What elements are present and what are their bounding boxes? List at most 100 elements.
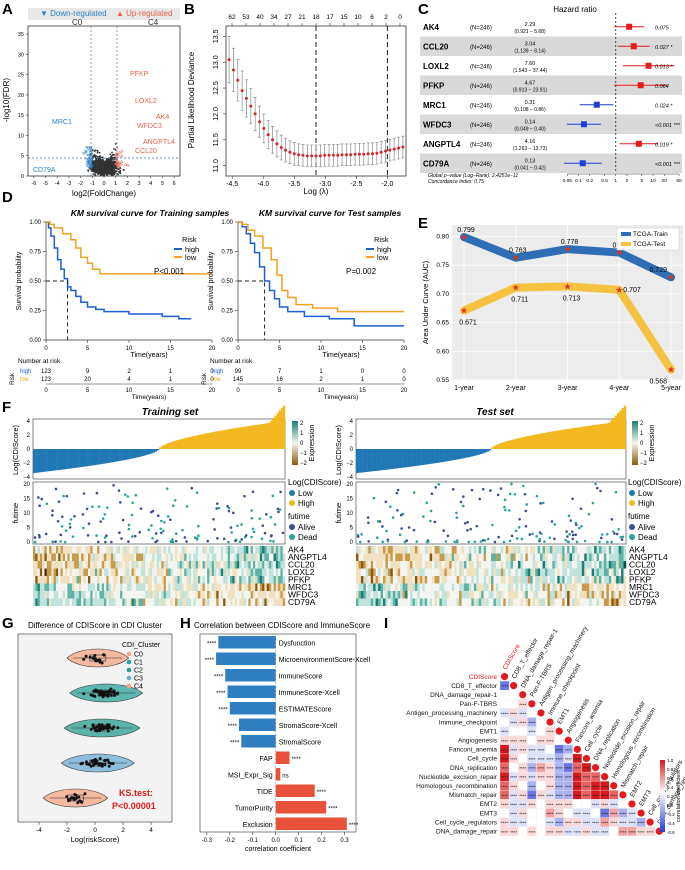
f-heat-cell [567, 598, 570, 606]
f-heat-cell [90, 546, 93, 554]
forest-pvalue: 0.027 * [655, 45, 673, 51]
f-heat-cell [138, 583, 141, 591]
f-heat-cell [218, 561, 222, 569]
f-score-bar [542, 432, 546, 449]
volcano-point [102, 159, 105, 162]
f-heat-cell [71, 591, 75, 599]
f-heat-cell [117, 568, 121, 576]
f-heat-cell [395, 553, 398, 561]
corr-matrix-diagonal [628, 800, 636, 808]
f-futime-point [105, 534, 108, 538]
volcano-xtick-label: -5 [43, 181, 48, 187]
f-futime-point [60, 515, 64, 519]
f-heat-cell [540, 561, 543, 569]
violin-point [67, 798, 71, 802]
f-heat-cell [373, 583, 376, 591]
f-heat-cell [246, 598, 249, 606]
f-heat-cell [177, 553, 180, 561]
f-futime-point [269, 515, 273, 519]
f-heat-cell [532, 576, 536, 584]
f-heat-cell [76, 546, 80, 554]
f-heat-cell [530, 568, 533, 576]
f-futime-point [95, 491, 99, 495]
f-heat-cell [498, 546, 502, 554]
corr-matrix-col-label: EMT2 [629, 780, 644, 799]
f-heat-cell [444, 561, 448, 569]
f-heat-cell [454, 561, 457, 569]
f-heat-cell [58, 576, 61, 584]
f-heat-cell [574, 591, 578, 599]
f-heat-cell [417, 583, 421, 591]
f-heat-cell [559, 591, 563, 599]
f-heat-cell [154, 583, 157, 591]
f-heat-cell [358, 598, 362, 606]
f-heat-cell [363, 546, 367, 554]
f-heat-cell [535, 561, 538, 569]
auc-xtick-label: 3-year [558, 385, 579, 392]
f-futime-point [455, 540, 459, 544]
f-heat-cell [554, 576, 558, 584]
f-heat-cell [232, 583, 235, 591]
f-heat-cell [76, 553, 80, 561]
km-curve-low [46, 221, 212, 275]
f-futime-ytick: 0 [350, 540, 354, 546]
corr-xtick-label: 0.2 [317, 838, 326, 844]
f-heat-cell [468, 598, 472, 606]
f-heat-cell [186, 561, 189, 569]
f-heat-cell [241, 591, 244, 599]
f-heat-gene-label: CD79A [288, 597, 316, 607]
f-heat-cell [239, 591, 242, 599]
f-heat-cell [422, 568, 425, 576]
f-heat-cell [594, 583, 597, 591]
corr-matrix-cell [545, 744, 555, 755]
f-heat-cell [197, 576, 201, 584]
f-futime-ytick: 20 [346, 482, 353, 488]
f-heat-cell [264, 598, 267, 606]
km-nrisk-title: Number at risk [18, 358, 61, 365]
f-futime-point [398, 533, 402, 537]
f-heat-cell [42, 583, 45, 591]
corr-matrix-row-label: DNA_damage_repair-1 [430, 692, 497, 699]
violin-point [89, 727, 93, 731]
corr-matrix-row-label: CD8_T_effector [451, 683, 498, 690]
f-score-bar [515, 438, 519, 449]
f-heat-cell [613, 561, 617, 569]
f-futime-point [57, 500, 61, 503]
f-heat-cell [90, 598, 93, 606]
volcano-point [119, 162, 124, 166]
f-heat-cell [589, 561, 592, 569]
forest-n: (N=246) [470, 64, 492, 70]
f-heat-cell [616, 598, 619, 606]
f-futime-point [279, 490, 282, 494]
f-heat-cell [51, 591, 54, 599]
f-score-bar [257, 424, 260, 449]
f-score-bar [430, 449, 433, 464]
corr-matrix-stars: **** [574, 821, 581, 826]
f-heat-cell [259, 553, 263, 561]
f-heat-cell [282, 591, 286, 599]
f-heat-cell [129, 576, 132, 584]
volcano-xtick-label: -6 [31, 181, 36, 187]
f-heat-cell [618, 546, 622, 554]
f-heat-cell [78, 546, 82, 554]
f-heat-cell [175, 568, 178, 576]
forest-footnote-ci: Concordance Index: 0.75 [428, 179, 484, 185]
f-futime-point [37, 496, 40, 499]
f-heat-cell [473, 546, 477, 554]
f-heat-cell [99, 583, 102, 591]
f-heat-cell [85, 576, 89, 584]
f-heat-cell [542, 553, 546, 561]
f-heat-cell [363, 598, 367, 606]
f-heat-cell [278, 591, 281, 599]
f-heat-cell [37, 591, 41, 599]
volcano-point [114, 156, 116, 159]
gene-label-angptl4: ANGPTL4 [143, 139, 175, 146]
f-heat-cell [559, 583, 563, 591]
corr-bar [275, 784, 315, 797]
violin-point [93, 654, 97, 658]
corr-matrix-cell [527, 817, 537, 827]
f-heat-cell [110, 591, 114, 599]
km-nrisk-high: 123 [41, 369, 52, 375]
f-heat-cell [441, 568, 445, 576]
lasso-point [366, 152, 370, 156]
